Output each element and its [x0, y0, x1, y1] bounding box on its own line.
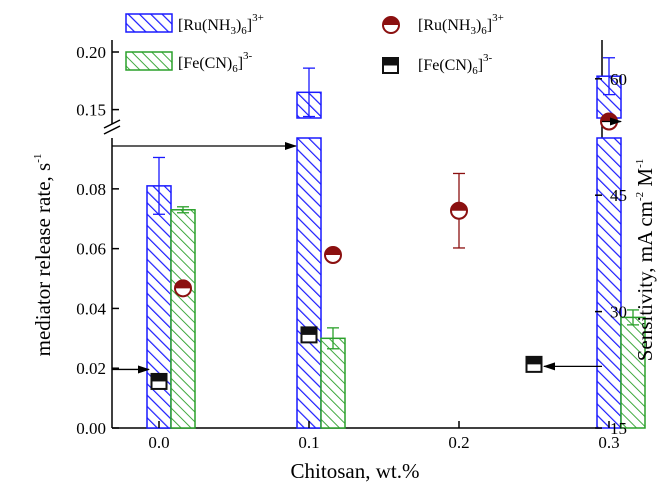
y-left-tick-label: 0.08: [76, 180, 106, 199]
y-left-tick-label: 0.00: [76, 419, 106, 438]
ru-sensitivity-point: [174, 279, 192, 298]
legend-fe-swatch: [125, 51, 173, 71]
fe-point-fill: [301, 327, 317, 335]
ru-bar-body: [146, 185, 172, 429]
x-tick-label: 0.2: [448, 433, 469, 452]
ru-bar: [596, 57, 622, 429]
fe-bars-group: [170, 206, 646, 429]
fe-sensitivity-point: [150, 372, 168, 390]
fe-bar: [170, 206, 196, 429]
fe-bar-body: [320, 337, 346, 429]
y-left-tick-label: 0.02: [76, 359, 106, 378]
x-tick-label: 0.1: [298, 433, 319, 452]
ru-bar-lower: [596, 137, 622, 429]
x-tick-label: 0.3: [598, 433, 619, 452]
legend-fe-label: [Fe(CN)6]3-: [178, 50, 253, 75]
ru-point-fill: [175, 280, 191, 289]
legend-ru-label: [Ru(NH3)6]3+: [178, 12, 264, 37]
y-left-tick-label: 0.06: [76, 240, 106, 259]
fe-bar-body: [620, 316, 646, 429]
y-right-tick-label: 15: [610, 419, 627, 438]
y-right-tick-label: 30: [610, 303, 627, 322]
ru-point-fill: [325, 246, 341, 255]
ticks-group: 0.0 0.1 0.2 0.3 0.00 0.02 0.04 0.06 0.08 0.15 0.20…: [76, 43, 627, 452]
ru-bar-lower: [296, 137, 322, 429]
legend-ru-swatch: [125, 13, 173, 33]
right-axis-title: Sensitivity, mA cm-2 M-1: [633, 159, 657, 362]
sensitivity-markers-group: [150, 112, 618, 390]
x-tick-label: 0.0: [148, 433, 169, 452]
ru-point-fill: [451, 202, 467, 211]
legend-ru-marker: [382, 16, 400, 34]
fe-sensitivity-point: [300, 326, 318, 344]
y-left-tick-label: 0.15: [76, 101, 106, 120]
legend-fe-marker-label: [Fe(CN)6]3-: [418, 52, 493, 77]
y-left-tick-label: 0.20: [76, 43, 106, 62]
y-right-tick-label: 60: [610, 70, 627, 89]
axis-break-mark-top: [103, 119, 121, 129]
y-right-tick-label: 45: [610, 186, 627, 205]
left-axis-title: mediator release rate, s-1: [31, 154, 55, 357]
fe-sensitivity-point: [525, 355, 543, 373]
fe-bar: [320, 327, 346, 429]
ru-sensitivity-point: [450, 172, 468, 249]
fe-point-fill: [526, 356, 542, 365]
legend-fe-marker: [382, 57, 399, 74]
ru-bars-group: [146, 57, 622, 429]
ru-sensitivity-point: [324, 245, 342, 264]
arrows-group: [112, 117, 622, 374]
fe-point-fill: [151, 373, 167, 382]
legend-ru-marker-label: [Ru(NH3)6]3+: [418, 12, 504, 37]
fe-bar-body: [170, 209, 196, 429]
y-left-tick-label: 0.04: [76, 299, 106, 318]
legend: [Ru(NH3)6]3+ [Fe(CN)6]3- [Ru(NH3)6]3+ [F…: [125, 12, 504, 77]
axis-break-mark-bottom: [103, 125, 121, 135]
fe-bar: [620, 309, 646, 429]
x-axis-title: Chitosan, wt.%: [291, 459, 420, 483]
ru-bar: [296, 67, 322, 429]
